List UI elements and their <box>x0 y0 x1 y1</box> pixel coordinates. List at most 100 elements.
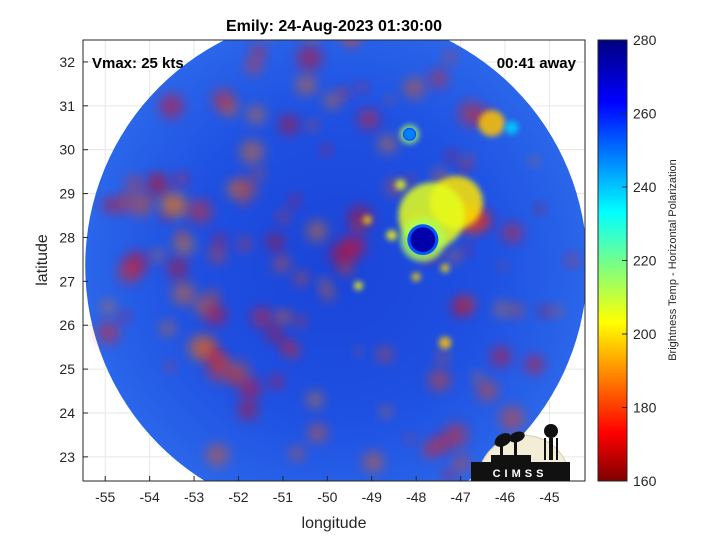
colorbar-tick-label: 180 <box>633 400 657 416</box>
texture-blob <box>101 197 118 213</box>
y-tick-label: 26 <box>59 317 75 333</box>
colorbar-tick-label: 240 <box>633 179 657 195</box>
texture-blob <box>385 96 394 105</box>
texture-blob <box>565 254 579 267</box>
colorbar-tick-label: 280 <box>633 32 657 48</box>
texture-blob <box>278 114 300 135</box>
texture-blob <box>160 321 176 337</box>
x-tick-label: -50 <box>317 489 337 505</box>
texture-blob <box>529 156 539 166</box>
texture-blob <box>101 299 116 315</box>
texture-blob <box>120 192 131 202</box>
texture-blob <box>445 150 458 162</box>
feature <box>438 336 452 349</box>
texture-blob <box>490 346 512 367</box>
feature <box>395 179 406 191</box>
texture-blob <box>377 346 393 363</box>
texture-blob <box>318 277 331 290</box>
axes-box <box>82 39 586 482</box>
x-tick-label: -45 <box>539 489 559 505</box>
texture-blob <box>324 92 342 110</box>
colorbar-ticks: 160 180 200 220 240 260 280 <box>622 32 657 489</box>
colorbar: 160 180 200 220 240 260 280 Brightness Temp - … <box>597 32 679 489</box>
texture-blob <box>296 45 323 71</box>
texture-blob <box>96 321 120 345</box>
texture-blob <box>380 405 392 418</box>
texture-blob <box>432 434 451 454</box>
colorbar-label: Brightness Temp - Horizontal Polarizatio… <box>667 159 679 361</box>
texture-blob <box>459 163 469 174</box>
texture-blob <box>458 101 485 127</box>
feature <box>353 281 363 291</box>
texture-blob <box>442 469 455 481</box>
texture-blob <box>306 220 328 242</box>
y-tick-label: 31 <box>59 98 75 114</box>
texture-blob <box>306 391 324 409</box>
texture-blob <box>239 139 265 165</box>
texture-blob <box>347 205 373 231</box>
texture-blob <box>403 77 425 99</box>
texture-blob <box>269 374 284 389</box>
texture-blob <box>362 451 385 473</box>
texture-blob <box>354 221 363 230</box>
texture-blob <box>339 262 353 276</box>
texture-blob <box>187 334 214 361</box>
y-axis-label: latitude <box>34 234 51 286</box>
texture-blob <box>237 399 258 421</box>
texture-blob <box>277 210 291 223</box>
y-tick-label: 24 <box>59 405 75 421</box>
texture-blob <box>171 281 196 306</box>
texture-blob <box>205 304 227 326</box>
texture-blob <box>338 87 351 99</box>
logo-text: CIMSS <box>493 468 548 480</box>
x-tick-label: -49 <box>362 489 382 505</box>
texture-blob <box>289 446 305 461</box>
texture-blob <box>535 203 546 215</box>
x-tick-label: -53 <box>184 489 204 505</box>
texture-blob <box>342 40 358 44</box>
texture-blob <box>472 372 484 383</box>
x-tick-label: -54 <box>140 489 160 505</box>
colorbar-tick-label: 200 <box>633 326 657 342</box>
texture-blob <box>159 93 184 119</box>
texture-blob <box>498 261 507 270</box>
texture-blob <box>239 377 262 400</box>
texture-blob <box>165 361 176 372</box>
texture-blob <box>233 176 258 201</box>
feature <box>440 263 450 273</box>
texture-blob <box>208 245 226 264</box>
texture-blob <box>342 234 367 258</box>
texture-blob <box>436 350 450 364</box>
texture-blob <box>405 175 416 186</box>
texture-blob <box>279 339 292 351</box>
texture-blob <box>321 286 336 301</box>
texture-blob <box>251 306 273 328</box>
texture-blob <box>354 347 363 356</box>
texture-blob <box>188 199 213 224</box>
texture-blob <box>357 82 368 93</box>
texture-blob <box>224 360 250 386</box>
feature <box>410 227 436 252</box>
feature <box>505 121 519 135</box>
texture-blob <box>476 379 499 402</box>
texture-blob <box>446 249 461 263</box>
texture-blob <box>320 144 332 156</box>
texture-blob <box>212 88 235 112</box>
chart-title: Emily: 24-Aug-2023 01:30:00 <box>226 18 442 35</box>
texture-blob <box>358 108 380 130</box>
texture-blob <box>274 310 289 325</box>
x-tick-label: -46 <box>495 489 515 505</box>
feature <box>478 110 506 137</box>
texture-blob <box>151 248 165 262</box>
y-tick-label: 28 <box>59 229 75 245</box>
texture-blob <box>125 175 142 192</box>
texture-blob <box>551 305 563 317</box>
texture-blob <box>254 168 266 180</box>
texture-blob <box>246 105 266 125</box>
texture-blob <box>266 325 284 343</box>
texture-blob <box>128 191 154 217</box>
x-tick-label: -48 <box>406 489 426 505</box>
texture-blob <box>461 154 474 167</box>
texture-blob <box>151 174 161 184</box>
